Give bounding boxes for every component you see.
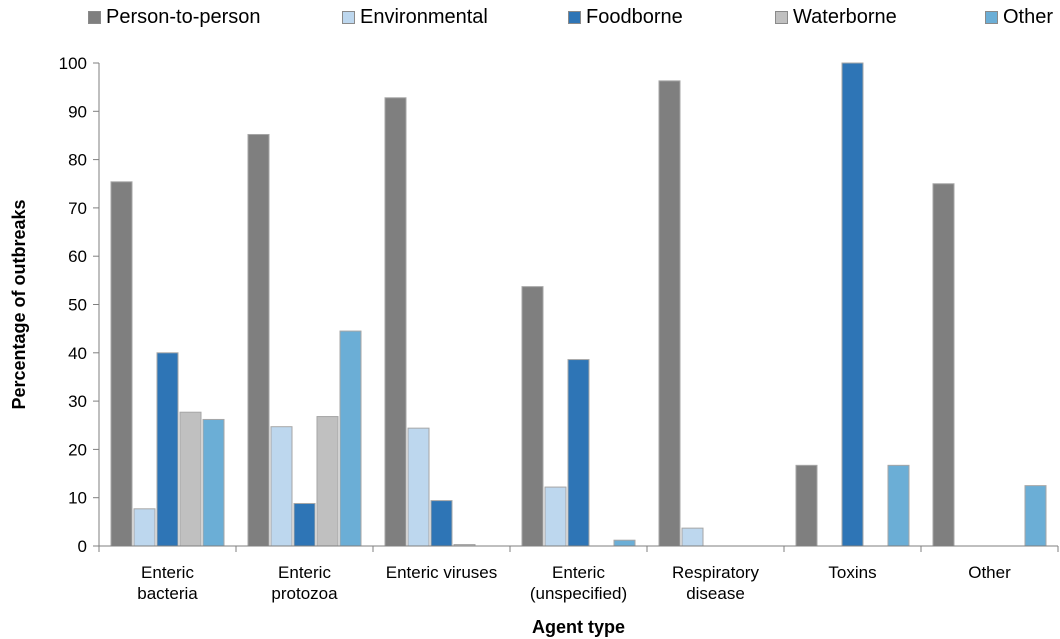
bar-other-enteric-protozoa — [339, 330, 362, 547]
bar-person-to-person-enteric-viruses — [384, 97, 407, 547]
x-tick-label: Respiratory — [672, 563, 759, 582]
bar-person-to-person-enteric-bacteria — [110, 181, 133, 547]
bar-person-to-person-enteric-protozoa — [247, 133, 270, 547]
x-tick-label: Toxins — [828, 563, 876, 582]
bar-other-enteric-bacteria — [202, 418, 225, 547]
bar-environmental-enteric-bacteria — [133, 508, 156, 547]
legend-label: Other — [1003, 6, 1054, 28]
bar-other-other — [1024, 485, 1047, 547]
legend-swatch — [88, 11, 101, 24]
legend-label: Person-to-person — [106, 6, 261, 28]
x-tick-label: protozoa — [271, 584, 338, 603]
y-tick-label: 30 — [68, 392, 87, 411]
legend-item-environmental: Environmental — [342, 6, 488, 29]
x-tick-label: Other — [968, 563, 1011, 582]
legend-swatch — [985, 11, 998, 24]
y-tick-label: 90 — [68, 102, 87, 121]
y-axis-title: Percentage of outbreaks — [9, 199, 29, 409]
legend-item-other: Other — [985, 6, 1053, 29]
x-tick-label: disease — [686, 584, 745, 603]
legend-label: Environmental — [360, 6, 488, 28]
x-tick-label: Enteric — [278, 563, 331, 582]
y-tick-label: 20 — [68, 440, 87, 459]
bar-foodborne-enteric-protozoa — [293, 502, 316, 547]
bar-environmental-enteric-viruses — [407, 427, 430, 547]
bar-foodborne-enteric-bacteria — [156, 352, 179, 547]
y-tick-label: 40 — [68, 344, 87, 363]
legend-item-waterborne: Waterborne — [775, 6, 897, 29]
legend-item-foodborne: Foodborne — [568, 6, 683, 29]
x-tick-label: Enteric viruses — [386, 563, 497, 582]
legend-label: Foodborne — [586, 6, 683, 28]
bar-person-to-person-enteric-unspecified — [521, 286, 544, 547]
x-tick-label: Enteric — [552, 563, 605, 582]
legend-item-person-to-person: Person-to-person — [88, 6, 261, 29]
bar-person-to-person-toxins — [795, 464, 818, 547]
y-tick-label: 10 — [68, 489, 87, 508]
bar-foodborne-enteric-viruses — [430, 500, 453, 547]
bar-waterborne-enteric-bacteria — [179, 411, 202, 547]
bar-person-to-person-respiratory-disease — [658, 80, 681, 547]
y-tick-label: 70 — [68, 199, 87, 218]
legend-swatch — [775, 11, 788, 24]
bar-foodborne-enteric-unspecified — [567, 359, 590, 547]
bar-other-enteric-unspecified — [613, 539, 636, 547]
bar-environmental-respiratory-disease — [681, 527, 704, 547]
x-tick-label: Enteric — [141, 563, 194, 582]
bar-waterborne-enteric-protozoa — [316, 416, 339, 547]
y-tick-label: 80 — [68, 151, 87, 170]
bar-foodborne-toxins — [841, 62, 864, 547]
x-axis-title: Agent type — [532, 617, 625, 637]
legend-swatch — [568, 11, 581, 24]
y-tick-label: 60 — [68, 247, 87, 266]
legend-label: Waterborne — [793, 6, 897, 28]
bar-environmental-enteric-protozoa — [270, 426, 293, 547]
bar-other-toxins — [887, 464, 910, 547]
x-tick-label: bacteria — [137, 584, 198, 603]
legend: Person-to-person Environmental Foodborne Wa… — [0, 6, 1060, 42]
bar-environmental-enteric-unspecified — [544, 486, 567, 547]
y-tick-label: 50 — [68, 296, 87, 315]
x-tick-label: (unspecified) — [530, 584, 627, 603]
bar-person-to-person-other — [932, 183, 955, 547]
legend-swatch — [342, 11, 355, 24]
y-tick-label: 100 — [59, 54, 87, 73]
y-tick-label: 0 — [78, 537, 87, 556]
